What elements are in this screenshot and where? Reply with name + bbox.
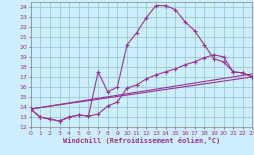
X-axis label: Windchill (Refroidissement éolien,°C): Windchill (Refroidissement éolien,°C): [63, 137, 219, 144]
